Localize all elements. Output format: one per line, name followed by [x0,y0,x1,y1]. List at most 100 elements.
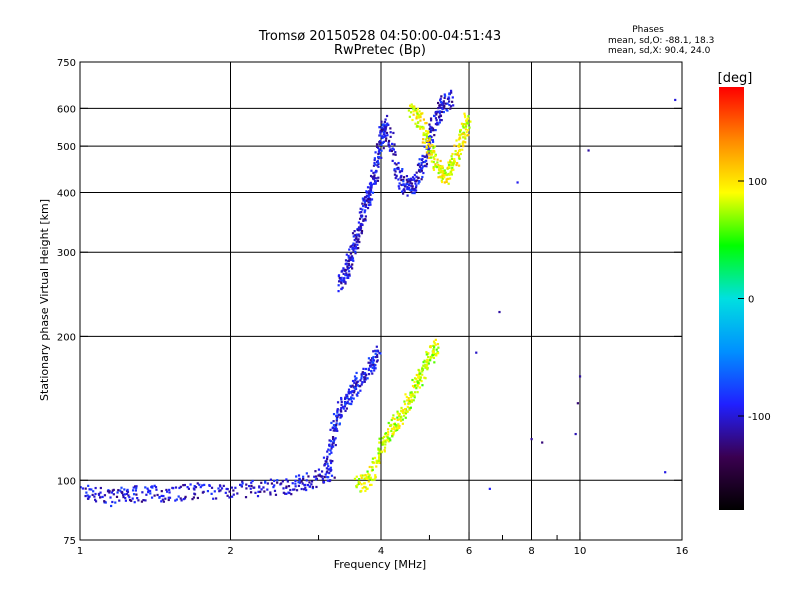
data-point [387,421,390,425]
data-point [361,371,364,374]
data-point [381,136,384,140]
data-point [193,488,196,491]
data-point [379,129,382,133]
data-point [302,477,305,481]
data-point [432,165,435,169]
data-point [403,190,406,193]
data-point [327,476,330,479]
data-point [426,152,429,156]
data-point [379,352,382,355]
data-point [160,500,163,503]
data-point [251,479,254,483]
data-point [369,361,372,364]
data-point [363,377,367,380]
data-point [422,138,425,141]
data-point [431,139,434,142]
data-point [432,167,435,170]
data-point [367,194,370,197]
data-points [79,89,677,508]
data-point [380,143,383,146]
data-point [435,123,439,126]
data-point [293,488,296,491]
data-point [373,456,377,460]
data-point [332,420,335,423]
data-point [429,346,432,349]
data-point [408,401,411,404]
data-point [294,485,297,488]
data-point [346,401,349,405]
data-point [587,149,590,152]
data-point [439,99,442,102]
data-point [371,357,375,360]
data-point [414,182,417,185]
data-point [417,182,420,185]
data-point [258,485,261,488]
data-point [256,495,260,498]
data-point [369,181,372,184]
data-point [433,145,436,148]
data-point [341,405,344,408]
data-point [145,493,148,496]
data-point [329,440,333,443]
data-point [354,378,357,381]
data-point [350,385,353,388]
data-point [410,105,413,109]
data-point [398,187,401,190]
data-point [330,451,333,454]
data-point [329,461,333,465]
data-point [438,104,441,107]
data-point [377,161,380,164]
data-point [429,359,432,362]
data-point [422,361,425,364]
x-tick-label: 8 [528,546,534,557]
data-point [339,278,342,281]
data-point [413,178,416,182]
data-point [130,499,133,502]
data-point [423,376,426,379]
data-point [407,188,410,191]
data-point [342,277,346,280]
data-point [428,143,431,146]
data-point [332,440,336,443]
data-point [351,246,355,249]
data-point [360,229,364,233]
data-point [183,483,187,487]
data-point [389,148,392,151]
data-point [427,149,430,152]
data-point [361,197,364,200]
data-point [146,487,149,490]
data-point [222,484,225,487]
data-point [409,406,412,409]
data-point [116,491,119,494]
data-point [450,91,453,94]
data-point [423,133,426,137]
data-point [315,485,318,489]
data-point [456,151,460,155]
data-point [310,483,313,486]
data-point [437,115,441,118]
data-point [387,139,391,143]
data-point [462,123,465,126]
data-point [381,126,384,129]
data-point [425,162,429,166]
data-point [377,165,380,168]
data-point [448,177,452,180]
data-point [377,459,380,462]
data-point [272,486,275,489]
data-point [436,101,440,105]
data-point [424,365,427,368]
data-point [351,232,355,235]
data-point [458,149,461,152]
data-point [424,377,427,380]
data-point [420,112,423,115]
data-point [443,174,446,177]
data-point [415,115,418,118]
data-point [380,156,383,159]
data-point [435,113,438,116]
data-point [336,401,340,404]
data-point [353,387,357,390]
data-point [189,483,192,486]
data-point [368,192,371,195]
data-point [360,489,363,493]
data-point [366,206,370,210]
